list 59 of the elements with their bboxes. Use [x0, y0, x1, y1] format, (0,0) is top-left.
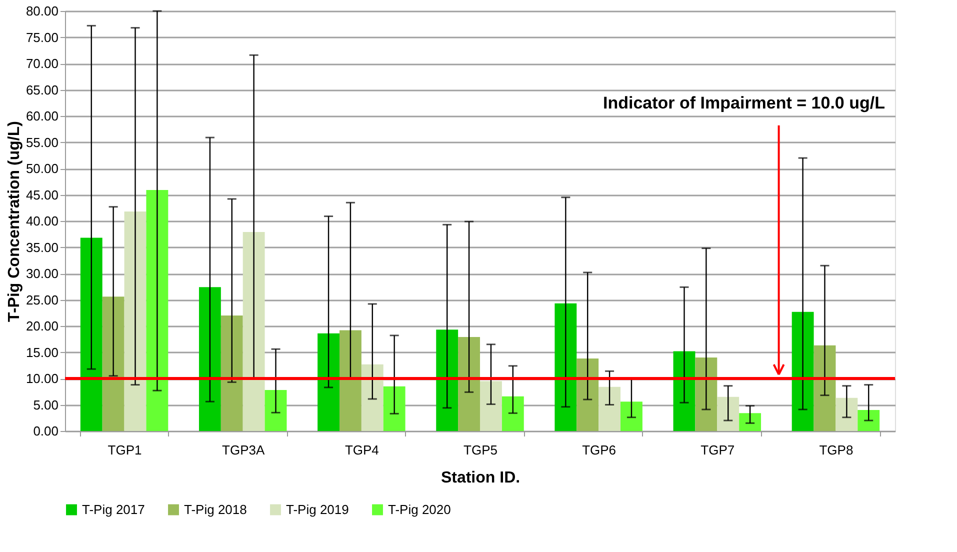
bar [361, 364, 384, 431]
x-tick-label: TGP1 [108, 442, 142, 458]
bar [383, 386, 406, 431]
x-axis-title: Station ID. [440, 470, 520, 486]
y-tick-label: 40.00 [26, 214, 58, 228]
bar [792, 312, 814, 431]
y-tick-label: 70.00 [26, 56, 58, 71]
bar [814, 345, 836, 431]
y-tick-label: 30.00 [26, 266, 58, 281]
bar [858, 410, 880, 431]
x-tick-label: TGP6 [582, 442, 616, 458]
bar [264, 390, 287, 431]
bar [80, 238, 102, 431]
bar [620, 402, 642, 431]
y-tick-label: 15.00 [26, 344, 58, 360]
y-tick-label: 50.00 [26, 161, 58, 176]
bar [339, 330, 362, 431]
bar [318, 333, 340, 431]
y-tick-label: 25.00 [26, 292, 58, 308]
bar [242, 232, 265, 431]
y-tick-label: 20.00 [26, 318, 58, 334]
legend-label: T-Pig 2020 [388, 502, 451, 517]
y-tick-label: 35.00 [26, 240, 58, 255]
bar [124, 212, 146, 431]
y-tick-label: 75.00 [26, 30, 58, 45]
y-tick-label: 45.00 [26, 187, 58, 202]
x-tick-label: TGP7 [700, 442, 735, 458]
y-tick-label: 55.00 [26, 134, 58, 150]
ref-line-label: Indicator of Impairment = 10.0 ug/L [603, 93, 885, 112]
legend-label: T-Pig 2017 [82, 502, 145, 517]
y-tick-label: 10.00 [26, 371, 58, 386]
bar [695, 358, 718, 431]
legend-label: T-Pig 2019 [286, 502, 349, 517]
bar [458, 337, 480, 431]
y-tick-label: 80.00 [26, 4, 58, 18]
bar [198, 287, 221, 431]
bar [739, 413, 762, 431]
x-tick-label: TGP8 [819, 442, 854, 458]
x-tick-label: TGP4 [344, 442, 379, 458]
bar [102, 296, 124, 431]
bar [576, 358, 599, 431]
x-tick-label: TGP3A [222, 442, 265, 458]
bar [220, 316, 243, 431]
bar [502, 396, 524, 431]
legend-label: T-Pig 2018 [184, 502, 247, 517]
bar [598, 386, 621, 431]
x-tick-label: TGP5 [464, 442, 498, 458]
bar [480, 381, 502, 431]
y-tick-label: 5.00 [33, 397, 58, 412]
bar [673, 351, 696, 431]
y-axis-title: T-Pig Concentration (ug/L) [6, 121, 23, 322]
bar [436, 330, 458, 431]
bar [554, 303, 577, 431]
bar [146, 190, 168, 431]
bar [836, 398, 858, 431]
y-tick-label: 65.00 [26, 82, 58, 98]
y-tick-label: 60.00 [26, 108, 58, 124]
y-tick-label: 0.00 [33, 424, 58, 438]
bar [717, 396, 740, 431]
